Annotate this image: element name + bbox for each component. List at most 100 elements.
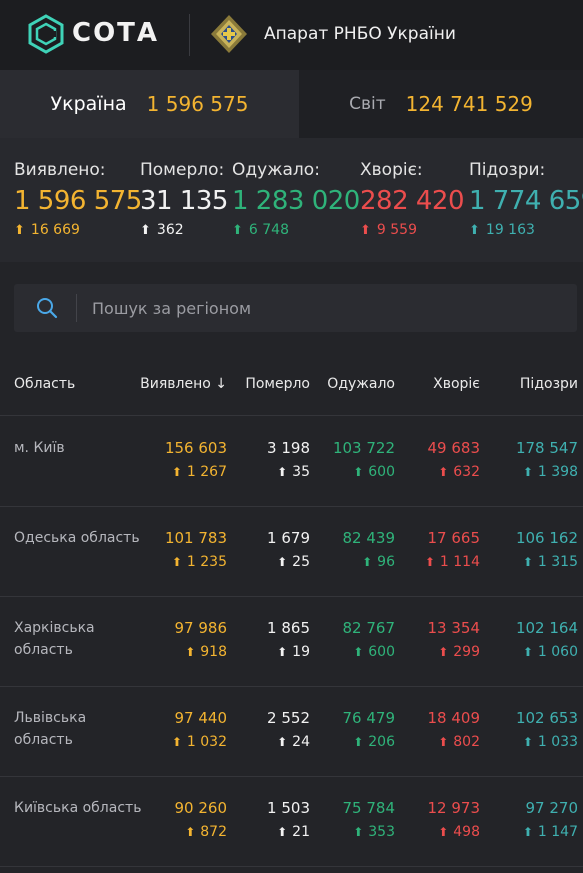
cell-value: 49 683 (427, 439, 481, 457)
arrow-up-icon: ⬆ (360, 223, 371, 238)
col-deaths[interactable]: Померло (245, 376, 310, 392)
arrow-up-icon: ⬆ (353, 465, 364, 479)
cell-delta-value: 872 (200, 824, 227, 840)
cell-detected: 97 986 ⬆ 918 (175, 619, 228, 660)
col-suspected[interactable]: Підозри (519, 376, 578, 392)
table-row[interactable]: Львівська область 97 440 ⬆ 1 032 2 552 ⬆ 24 76 … (0, 687, 583, 777)
table-row[interactable]: м. Київ 156 603 ⬆ 1 267 3 198 ⬆ 35 103 722 ⬆ 600 4… (0, 417, 583, 507)
cell-delta-value: 21 (292, 824, 310, 840)
rnbo-emblem-icon (211, 15, 247, 53)
cell-detected: 90 260 ⬆ 872 (175, 799, 228, 840)
cell-delta: ⬆ 1 060 (516, 644, 578, 660)
cell-delta: ⬆ 299 (428, 644, 480, 660)
brand-name[interactable]: СОТА (72, 18, 160, 48)
stat-label: Підозри: (469, 160, 546, 180)
cell-delta-value: 1 315 (537, 554, 578, 570)
cell-value: 106 162 (515, 529, 578, 547)
cell-delta-value: 25 (292, 554, 310, 570)
search-input[interactable] (92, 292, 552, 324)
sota-logo-icon[interactable] (28, 14, 64, 54)
cell-sick: 12 973 ⬆ 498 (428, 799, 481, 840)
col-region[interactable]: Область (14, 376, 76, 392)
cell-value: 17 665 (427, 529, 481, 547)
cell-value: 97 440 (174, 709, 228, 727)
arrow-up-icon: ⬆ (277, 825, 288, 839)
arrow-up-icon: ⬆ (438, 735, 449, 749)
cell-delta-value: 299 (453, 644, 480, 660)
stat-delta: ⬆ 9 559 (360, 222, 464, 238)
tab-world-value: 124 741 529 (405, 92, 533, 116)
cell-deaths: 1 503 ⬆ 21 (267, 799, 310, 840)
arrow-up-icon: ⬆ (185, 645, 196, 659)
cell-recovered: 103 722 ⬆ 600 (333, 439, 395, 480)
arrow-up-icon: ⬆ (438, 825, 449, 839)
cell-deaths: 2 552 ⬆ 24 (267, 709, 310, 750)
arrow-up-icon: ⬆ (353, 645, 364, 659)
stat-delta-value: 9 559 (376, 222, 417, 238)
cell-value: 18 409 (427, 709, 481, 727)
arrow-up-icon: ⬆ (171, 555, 182, 569)
cell-delta: ⬆ 632 (428, 464, 480, 480)
region-name: Харківська область (14, 620, 95, 658)
arrow-up-icon: ⬆ (522, 735, 533, 749)
cell-delta: ⬆ 1 398 (516, 464, 578, 480)
cell-value: 102 164 (515, 619, 578, 637)
arrow-up-icon: ⬆ (438, 645, 449, 659)
tab-world[interactable]: Світ 124 741 529 (299, 70, 583, 138)
arrow-up-icon: ⬆ (438, 465, 449, 479)
cell-sick: 49 683 ⬆ 632 (428, 439, 481, 480)
cell-delta: ⬆ 1 235 (165, 554, 227, 570)
arrow-up-icon: ⬆ (522, 645, 533, 659)
cell-value: 1 679 (267, 529, 310, 547)
cell-delta-value: 1 032 (186, 734, 227, 750)
stat-value: 1 596 575 (14, 186, 142, 216)
cell-delta-value: 498 (453, 824, 480, 840)
col-detected[interactable]: Виявлено ↓ (140, 376, 227, 392)
col-detected-label: Виявлено (140, 376, 211, 392)
cell-suspected: 97 270 ⬆ 1 147 (523, 799, 578, 840)
cell-suspected: 102 653 ⬆ 1 033 (516, 709, 578, 750)
cell-sick: 13 354 ⬆ 299 (428, 619, 481, 660)
cell-delta-value: 1 060 (537, 644, 578, 660)
stat-value: 282 420 (360, 186, 465, 216)
cell-delta: ⬆ 1 267 (165, 464, 227, 480)
arrow-up-icon: ⬆ (353, 825, 364, 839)
search-icon[interactable] (36, 297, 58, 319)
col-sick[interactable]: Хворіє (433, 376, 480, 392)
region-tabs: Україна 1 596 575 Світ 124 741 529 (0, 70, 583, 138)
stat-label: Одужало: (232, 160, 320, 180)
cell-suspected: 102 164 ⬆ 1 060 (516, 619, 578, 660)
stat-delta: ⬆ 16 669 (14, 222, 142, 238)
cell-delta-value: 1 033 (537, 734, 578, 750)
stat-sick: Хворіє: 282 420 ⬆ 9 559 (360, 160, 465, 238)
stat-label: Хворіє: (360, 160, 423, 180)
cell-value: 102 653 (515, 709, 578, 727)
arrow-up-icon: ⬆ (140, 223, 151, 238)
cell-suspected: 178 547 ⬆ 1 398 (516, 439, 578, 480)
table-row[interactable]: Харківська область 97 986 ⬆ 918 1 865 ⬆ 19 82 7… (0, 597, 583, 687)
stat-suspected: Підозри: 1 774 659 ⬆ 19 163 (469, 160, 583, 238)
cell-deaths: 1 679 ⬆ 25 (267, 529, 310, 570)
app-header: СОТА Апарат РНБО України (0, 0, 583, 70)
cell-delta-value: 1 398 (537, 464, 578, 480)
cell-delta: ⬆ 1 147 (523, 824, 578, 840)
table-row[interactable]: Одеська область 101 783 ⬆ 1 235 1 679 ⬆ 25 82 4… (0, 507, 583, 597)
cell-value: 2 552 (267, 709, 310, 727)
arrow-up-icon: ⬆ (522, 465, 533, 479)
cell-sick: 17 665 ⬆ 1 114 (425, 529, 480, 570)
table-row[interactable]: Київська область 90 260 ⬆ 872 1 503 ⬆ 21 75 784… (0, 777, 583, 867)
cell-delta: ⬆ 96 (343, 554, 395, 570)
region-name: Київська область (14, 800, 142, 816)
cell-delta: ⬆ 1 315 (516, 554, 578, 570)
cell-sick: 18 409 ⬆ 802 (428, 709, 481, 750)
col-recovered[interactable]: Одужало (327, 376, 395, 392)
stat-label: Виявлено: (14, 160, 106, 180)
cell-recovered: 75 784 ⬆ 353 (343, 799, 396, 840)
cell-delta-value: 632 (453, 464, 480, 480)
stat-delta-value: 6 748 (248, 222, 289, 238)
region-search (14, 284, 577, 332)
tab-ukraine[interactable]: Україна 1 596 575 (0, 70, 299, 138)
arrow-up-icon: ⬆ (171, 465, 182, 479)
arrow-up-icon: ⬆ (522, 555, 533, 569)
cell-delta-value: 600 (368, 644, 395, 660)
